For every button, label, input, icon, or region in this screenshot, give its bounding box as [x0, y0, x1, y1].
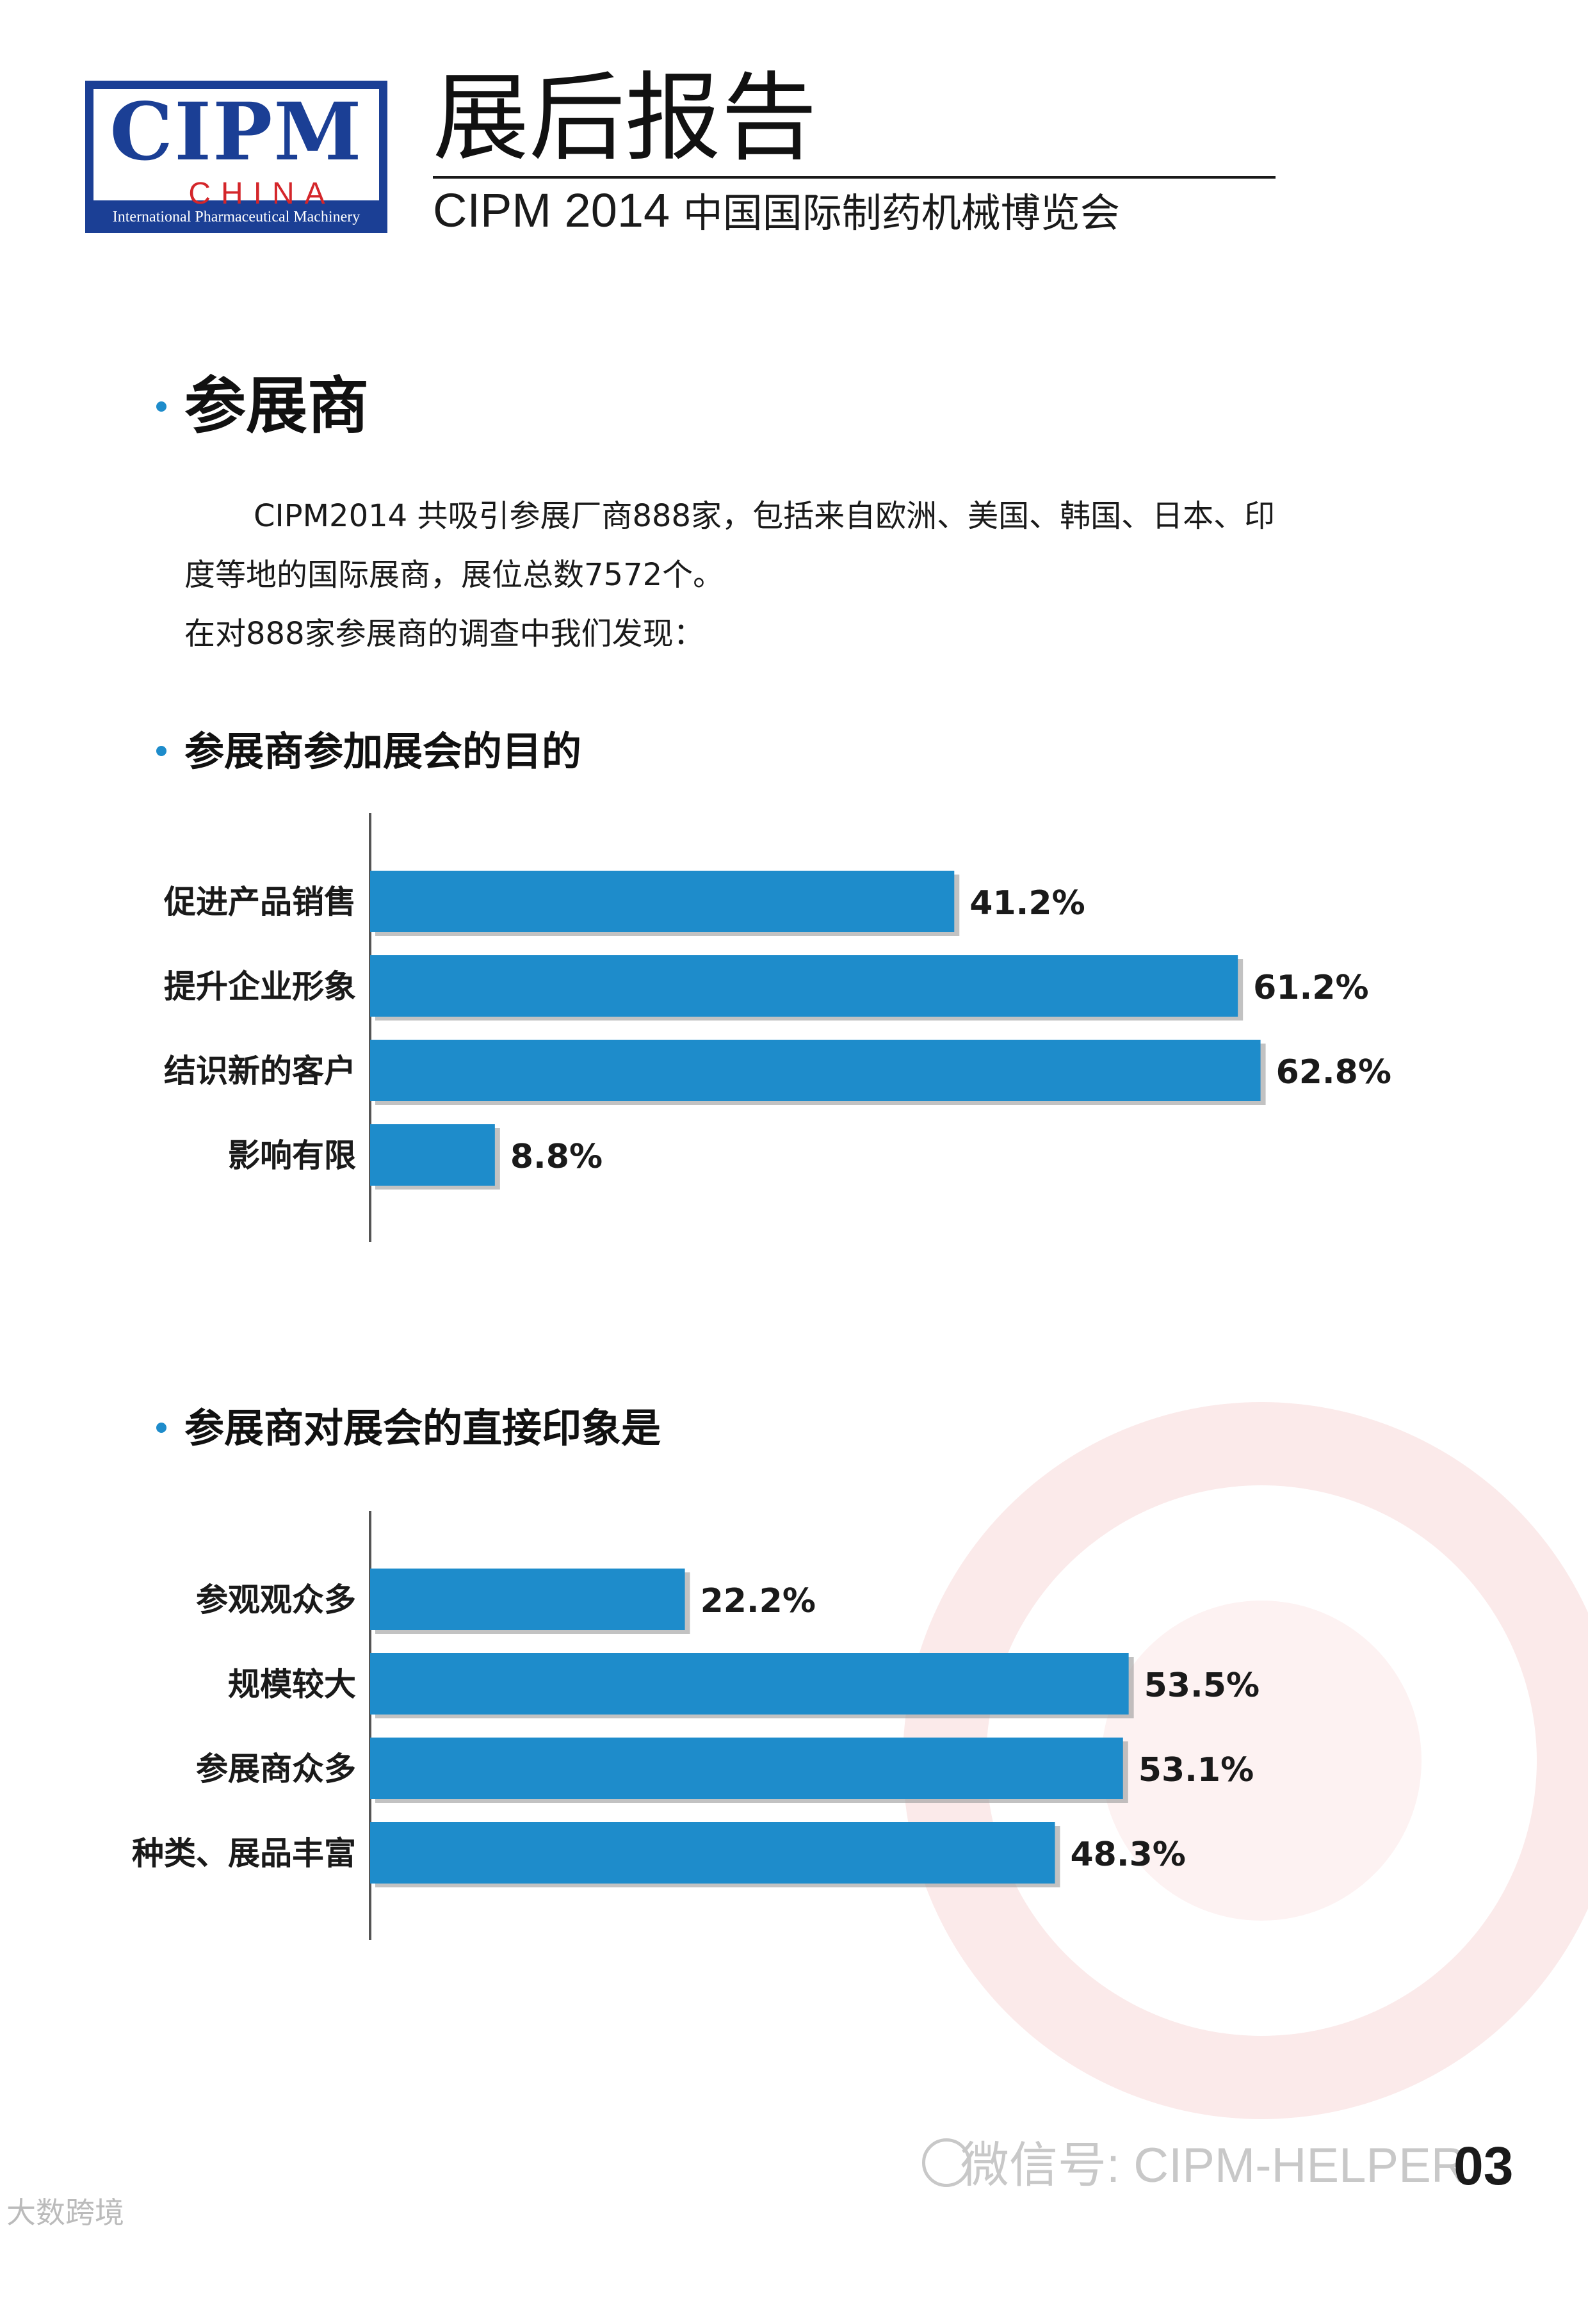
subtitle-cn: 中国国际制药机械博览会 — [683, 190, 1120, 236]
chart2-value-label: 53.5% — [1144, 1666, 1260, 1705]
chart1-value-label: 8.8% — [510, 1138, 603, 1176]
chart1-title: 参展商参加展会的目的 — [184, 728, 582, 775]
chart2-bar — [370, 1569, 685, 1630]
chart1-bar — [370, 1040, 1261, 1101]
logo-sub: CHINA — [188, 177, 336, 211]
logo-text: CIPM — [109, 86, 363, 179]
wechat-icon — [922, 2138, 971, 2187]
chart1-bullet — [156, 746, 166, 756]
chart2-bar — [370, 1822, 1055, 1884]
intro-paragraph: CIPM2014 共吸引参展厂商888家，包括来自欧洲、美国、韩国、日本、印 度… — [184, 487, 1388, 663]
section-title: 参展商 — [184, 370, 369, 442]
cipm-logo: CIPM CHINA International Pharmaceutical … — [85, 81, 387, 233]
gear-watermark — [903, 1402, 1588, 2119]
chart2-category-label: 参展商众多 — [196, 1750, 356, 1787]
title-rule — [433, 176, 1276, 179]
paragraph-line-2: 度等地的国际展商，展位总数7572个。 — [184, 557, 724, 593]
chart1-category-label: 影响有限 — [228, 1137, 356, 1174]
chart1-category-label: 结识新的客户 — [164, 1053, 356, 1090]
chart1-bar — [370, 871, 955, 932]
footer-wechat: 微信号: CIPM-HELPER — [960, 2138, 1466, 2193]
corner-mark: 大数跨境 — [6, 2195, 124, 2230]
section-bullet — [156, 401, 166, 412]
chart1-category-label: 促进产品销售 — [163, 884, 356, 921]
page-title: 展后报告 — [433, 63, 818, 174]
chart1-bar — [370, 955, 1238, 1017]
chart1-value-label: 61.2% — [1253, 969, 1368, 1007]
chart-impression: 参观观众多 22.2% 规模较大 53.5% 参展商众多 53.1% 种类、展品丰富 48.3… — [132, 1511, 1260, 1940]
chart2-value-label: 53.1% — [1138, 1751, 1254, 1789]
chart2-value-label: 22.2% — [701, 1582, 816, 1620]
page-number: 03 — [1454, 2136, 1514, 2196]
chart2-category-label: 种类、展品丰富 — [132, 1835, 356, 1872]
chart1-bar — [370, 1124, 495, 1186]
page-subtitle: CIPM 2014 中国国际制药机械博览会 — [433, 184, 1120, 236]
paragraph-line-1: CIPM2014 共吸引参展厂商888家，包括来自欧洲、美国、韩国、日本、印 — [254, 498, 1276, 534]
logo-caption: International Pharmaceutical Machinery — [112, 209, 361, 225]
chart1-value-label: 41.2% — [969, 884, 1085, 923]
chart2-title: 参展商对展会的直接印象是 — [184, 1405, 661, 1451]
chart2-bar — [370, 1738, 1123, 1799]
paragraph-line-3: 在对888家参展商的调查中我们发现： — [184, 616, 704, 652]
chart1-category-label: 提升企业形象 — [164, 968, 356, 1005]
chart2-bullet — [156, 1423, 166, 1433]
chart2-category-label: 参观观众多 — [196, 1581, 356, 1618]
chart2-bar — [370, 1653, 1129, 1715]
chart1-value-label: 62.8% — [1276, 1053, 1391, 1092]
chart2-category-label: 规模较大 — [228, 1666, 356, 1703]
chart2-value-label: 48.3% — [1071, 1836, 1186, 1874]
subtitle-en: CIPM 2014 — [433, 184, 670, 237]
chart-purpose: 促进产品销售 41.2% 提升企业形象 61.2% 结识新的客户 62.8% 影响有限 8.8… — [163, 813, 1391, 1242]
